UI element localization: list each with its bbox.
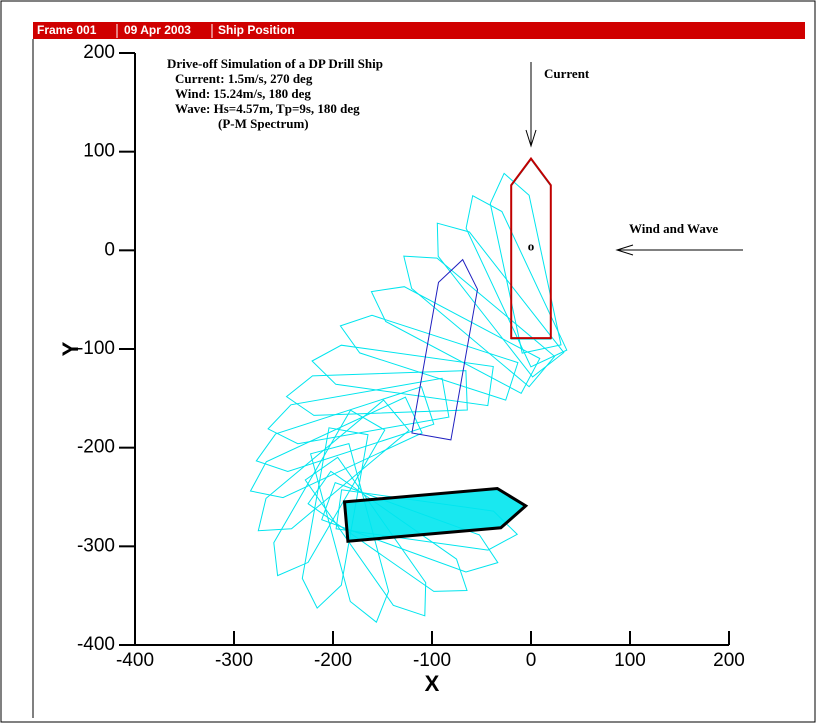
origin-label: o [528, 238, 535, 253]
middle-ship [412, 260, 478, 440]
ship-outline [371, 287, 539, 394]
x-tick-label: 200 [713, 650, 745, 671]
plot [251, 159, 567, 623]
annotation: Drive-off Simulation of a DP Drill Ship [167, 56, 383, 71]
y-tick-label: 100 [83, 141, 115, 162]
header-frame: Frame 001 [37, 23, 97, 37]
annotation: (P-M Spectrum) [218, 116, 309, 131]
x-tick-label: 0 [526, 650, 537, 671]
x-tick-label: -200 [314, 650, 352, 671]
x-tick-label: -100 [413, 650, 451, 671]
ship-outline [437, 223, 564, 377]
x-tick-label: 100 [614, 650, 646, 671]
y-axis-label: Y [58, 341, 83, 356]
ship-outline [256, 387, 434, 472]
x-tick-label: -300 [215, 650, 253, 671]
header-date: 09 Apr 2003 [124, 23, 191, 37]
y-tick-label: -400 [77, 634, 115, 655]
y-tick-label: -300 [77, 535, 115, 556]
x-axis-label: X [425, 671, 440, 696]
final-ship [345, 489, 526, 542]
annotation: Wind: 15.24m/s, 180 deg [175, 86, 311, 101]
annotation: Wave: Hs=4.57m, Tp=9s, 180 deg [175, 101, 360, 116]
y-tick-label: 0 [104, 239, 115, 260]
y-tick-label: -200 [77, 437, 115, 458]
x-tick-label: -400 [116, 650, 154, 671]
header-title: Ship Position [218, 23, 295, 37]
annotation: Current: 1.5m/s, 270 deg [175, 71, 313, 86]
ship-outline [287, 371, 468, 416]
page-border [1, 1, 815, 722]
wind-label: Wind and Wave [629, 221, 718, 236]
page: Frame 001 09 Apr 2003 Ship Position Driv… [0, 0, 816, 723]
y-tick-label: 200 [83, 42, 115, 63]
current-label: Current [544, 66, 590, 81]
